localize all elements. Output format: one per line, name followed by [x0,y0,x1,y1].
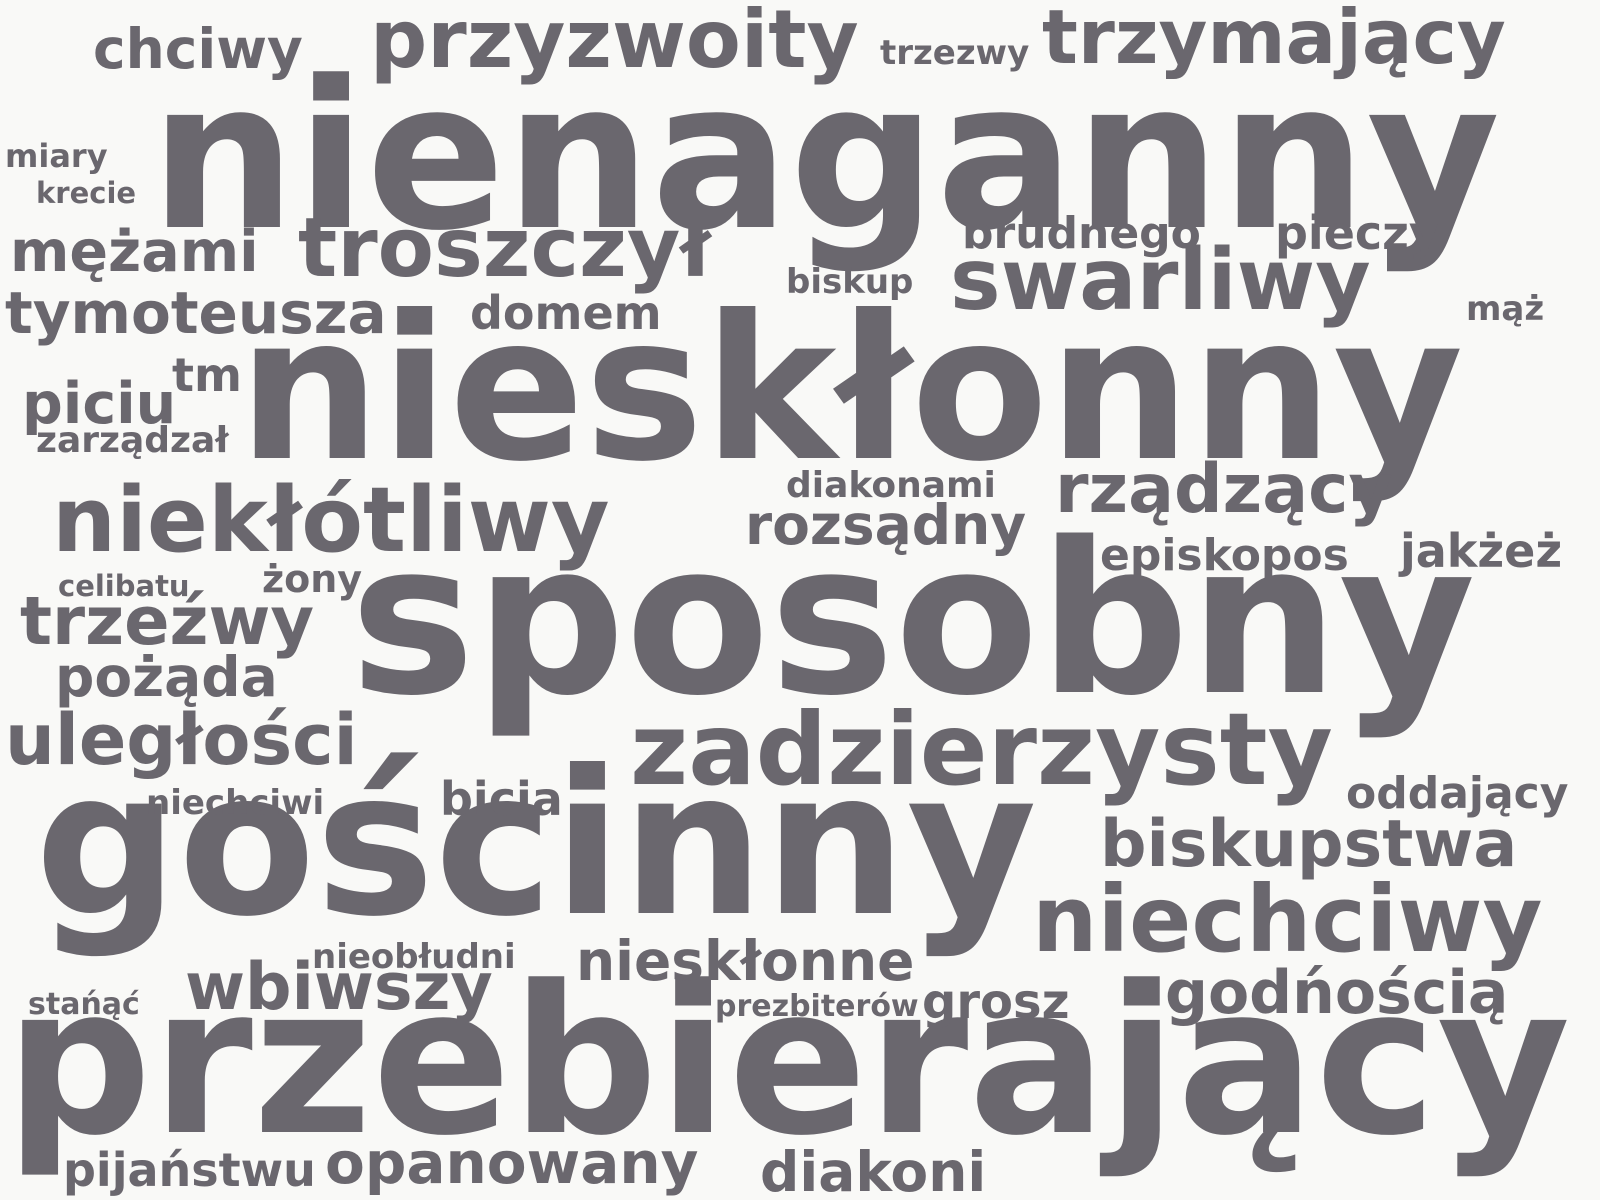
word-nieskłonny: nieskłonny [238,273,1464,506]
word-wbiwszy: wbiwszy [185,950,493,1025]
word-gościnny: gościnny [35,728,1037,961]
word-zarządzał: zarządzał [36,420,229,461]
word-swarliwy: swarliwy [950,231,1371,330]
word-biskup: biskup [786,262,914,302]
word-chciwy: chciwy [93,17,303,81]
word-grosz: grosz [922,974,1070,1030]
word-zadzierzysty: zadzierzysty [630,691,1333,808]
word-troszczył: troszczył [298,201,711,296]
word-domem: domem [470,286,662,340]
word-biskupstwa: biskupstwa [1100,807,1518,882]
word-prezbiterow: prezbiterów [715,989,919,1024]
word-żony: żony [262,557,363,601]
word-opanowany: opanowany [325,1129,699,1197]
word-trzezwy: trzezwy [880,33,1030,73]
word-niesklonne: nieskłonne [576,929,915,993]
word-nieobłudni: nieobłudni [312,937,516,977]
word-tymoteusza: tymoteusza [5,279,387,347]
word-mężami: mężami [10,219,259,285]
word-celibatu: celibatu [58,569,190,603]
word-miary: miary [5,137,108,175]
word-trzeźwy: trzeźwy [20,582,315,660]
word-nienaganny: nienaganny [150,38,1501,276]
word-bicia: bicia [440,772,563,826]
word-niekłótliwy: niekłótliwy [52,468,610,573]
word-rządzący: rządzący [1055,450,1393,529]
word-krecie: krecie [36,176,137,210]
word-episkopos: episkopos [1100,530,1349,581]
word-brudnego: brudnego [962,208,1201,259]
word-sposobny: sposobny [350,497,1476,742]
word-godnoscia: godńością [1165,958,1509,1028]
word-niechciwi: niechciwi [146,783,325,823]
word-jakżeż: jakżeż [1400,524,1563,578]
word-piciu: piciu [22,371,177,437]
word-niechciwy: niechciwy [1032,866,1543,973]
word-trzymający: trzymający [1042,0,1506,81]
word-diakoni: diakoni [760,1140,987,1200]
word-oddający: oddający [1346,768,1569,819]
word-pożąda: pożąda [55,645,278,709]
word-uległości: uległości [5,699,358,781]
word-diakonami: diakonami [786,465,996,506]
word-przebierający: przebierający [5,943,1571,1181]
word-pieczy: pieczy [1275,206,1439,260]
word-pijanstwu: pijaństwu [63,1143,316,1197]
word-rozsądny: rozsądny [745,493,1027,557]
word-przyzwoity: przyzwoity [370,0,859,86]
word-tm: tm [172,348,242,402]
word-mąż: mąż [1466,289,1545,329]
word-stanac: stańąć [28,987,140,1022]
